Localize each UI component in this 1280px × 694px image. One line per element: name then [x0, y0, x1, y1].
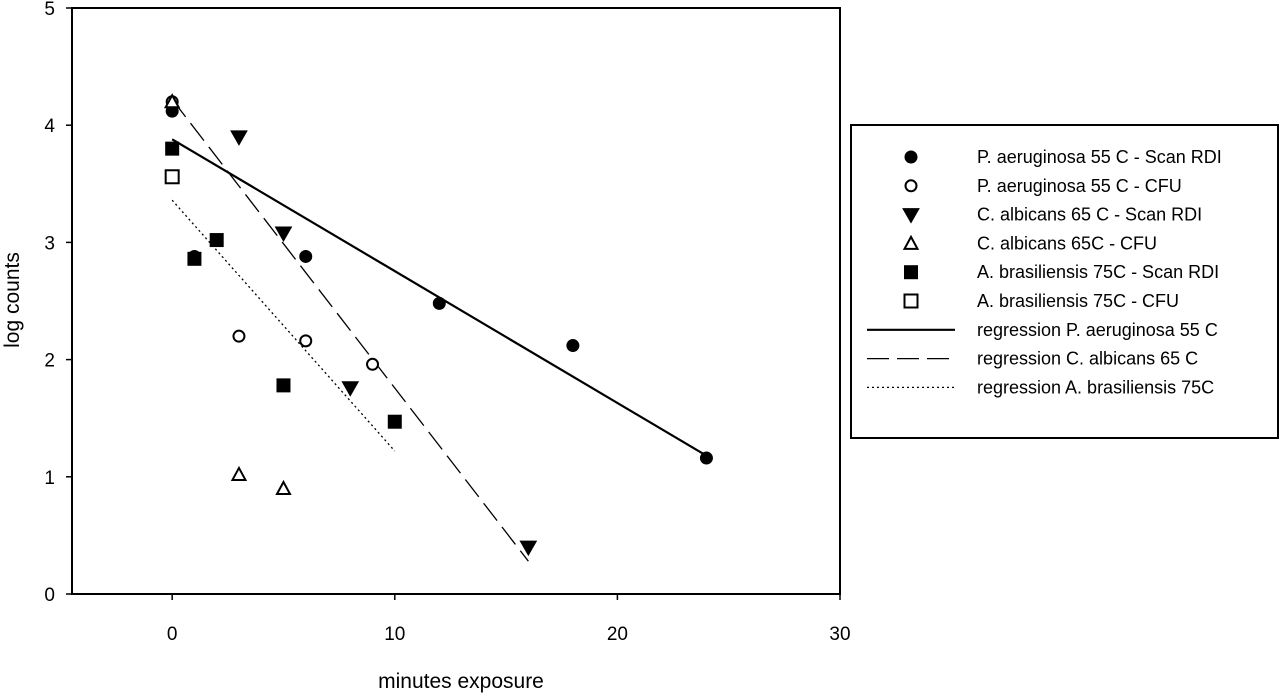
legend-box	[850, 124, 1279, 439]
data-point	[230, 130, 248, 146]
regression-line	[171, 99, 529, 562]
data-point	[163, 93, 181, 109]
x-tick-label: 20	[607, 624, 628, 645]
data-point	[230, 465, 248, 481]
data-point	[432, 296, 446, 310]
data-point	[164, 169, 180, 185]
data-point	[366, 357, 380, 371]
regression-lines	[171, 99, 707, 562]
legend: P. aeruginosa 55 C - Scan RDI P. aerugino…	[867, 147, 1222, 397]
legend-marker	[904, 265, 918, 280]
data-point	[699, 451, 713, 465]
y-tick-label: 1	[44, 468, 55, 489]
regression-line	[171, 199, 396, 452]
data-point	[275, 479, 292, 496]
data-point	[519, 540, 538, 557]
data-point	[299, 249, 313, 263]
data-point	[387, 414, 402, 429]
data-point	[276, 378, 291, 393]
y-tick-label: 2	[44, 351, 55, 372]
legend-marker	[904, 150, 918, 164]
x-axis-title: minutes exposure	[378, 670, 544, 693]
data-point	[341, 381, 360, 397]
x-tick-label: 0	[167, 624, 178, 645]
data-points	[163, 93, 713, 557]
data-point	[232, 329, 246, 343]
legend-label: P. aeruginosa 55 C - Scan RDI	[977, 147, 1222, 167]
legend-marker	[902, 208, 920, 224]
legend-marker	[904, 179, 918, 193]
legend-label: C. albicans 65 C - Scan RDI	[977, 205, 1202, 225]
x-tick-label: 10	[384, 624, 405, 645]
legend-label: P. aeruginosa 55 C - CFU	[977, 176, 1182, 196]
data-point	[274, 226, 293, 243]
data-point	[209, 233, 224, 248]
y-tick-label: 4	[44, 116, 55, 137]
y-tick-label: 3	[44, 233, 55, 254]
plot-frame	[71, 7, 841, 595]
y-tick-label: 0	[44, 585, 55, 606]
legend-label: A. brasiliensis 75C - CFU	[977, 291, 1179, 311]
data-point	[165, 141, 180, 156]
legend-marker	[902, 234, 920, 250]
legend-label: C. albicans 65C - CFU	[977, 233, 1157, 253]
data-point	[299, 334, 313, 348]
legend-label: regression A. brasiliensis 75C	[977, 377, 1214, 397]
legend-label: regression C. albicans 65 C	[977, 349, 1198, 369]
legend-marker	[903, 293, 919, 309]
data-point	[566, 339, 580, 353]
x-tick-label: 30	[829, 624, 850, 645]
axis-ticks: 0 10 20 30 0 1 2 3 4 5	[44, 0, 850, 645]
y-tick-label: 5	[44, 0, 55, 20]
data-point	[187, 251, 202, 266]
legend-label: regression P. aeruginosa 55 C	[977, 320, 1218, 340]
y-axis-title: log counts	[1, 252, 24, 348]
legend-label: A. brasiliensis 75C - Scan RDI	[977, 262, 1219, 282]
